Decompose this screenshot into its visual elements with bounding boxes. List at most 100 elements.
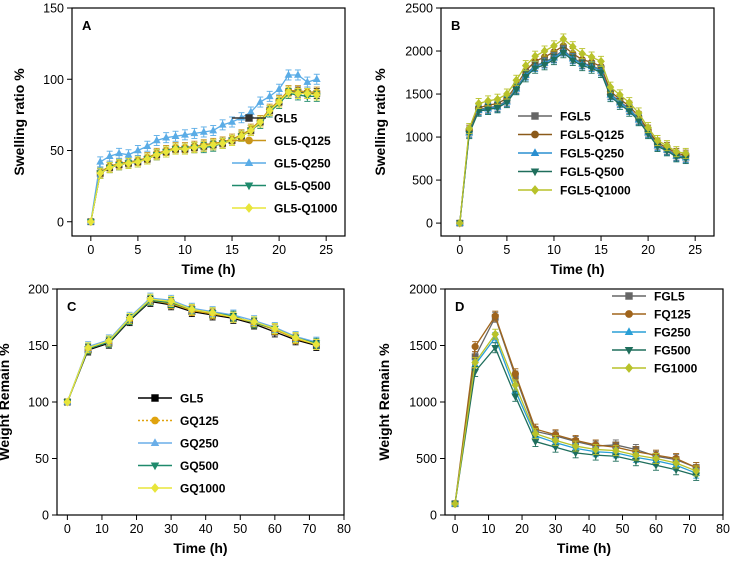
data-point [284, 87, 293, 97]
data-point [209, 126, 218, 134]
data-point [256, 117, 265, 127]
data-point [625, 108, 634, 116]
data-point [606, 82, 615, 92]
y-tick-label: 1500 [405, 88, 433, 102]
data-point [294, 89, 302, 98]
x-tick-label: 30 [164, 522, 178, 536]
data-point [511, 370, 519, 378]
data-point [162, 133, 171, 141]
y-tick-label: 200 [28, 283, 49, 297]
data-point [456, 218, 464, 228]
data-point [484, 106, 492, 114]
y-tick-label: 0 [57, 215, 64, 229]
data-point [451, 499, 459, 509]
legend-label: GQ500 [180, 459, 219, 473]
legend-label: FGL5 [654, 290, 685, 304]
series-fq125 [451, 310, 700, 508]
data-point [265, 106, 274, 116]
y-tick-label: 1500 [409, 339, 437, 353]
legend-marker [150, 438, 160, 447]
x-tick-label: 50 [616, 522, 630, 536]
data-point [143, 141, 152, 150]
data-point [531, 65, 540, 73]
legend-label: GL5-Q1000 [274, 202, 338, 216]
series-gl5-q1000 [87, 86, 321, 227]
data-point [503, 89, 511, 99]
data-point [271, 324, 279, 334]
plot-frame [71, 7, 346, 237]
panel-d: 0 10 20 30 40 50 60 70 80 0 500 1000 1500 2000 Time (h… [376, 283, 730, 557]
legend-marker [624, 327, 634, 336]
data-point [652, 454, 660, 463]
data-point [511, 393, 520, 401]
y-axis-label: Weight Remain % [0, 343, 12, 461]
data-point [162, 147, 170, 157]
plot-frame [440, 7, 715, 237]
y-tick-label: 1000 [409, 396, 437, 410]
y-tick-label: 0 [426, 217, 433, 231]
data-point [606, 93, 615, 101]
y-tick-label: 100 [28, 396, 49, 410]
data-point [587, 52, 596, 62]
data-point [171, 144, 180, 154]
legend-label: FGL5-Q250 [560, 147, 624, 161]
data-point [512, 75, 521, 85]
legend-marker [530, 185, 540, 195]
data-point [559, 49, 568, 58]
data-point [190, 129, 199, 137]
data-point [474, 99, 483, 108]
data-point [521, 61, 530, 71]
data-point [471, 357, 479, 367]
x-tick-label: 20 [130, 522, 144, 536]
legend-label: GL5 [274, 112, 298, 126]
data-point [275, 97, 283, 107]
data-point [125, 313, 134, 323]
legend-label: GL5 [180, 392, 204, 406]
data-point [218, 120, 227, 128]
legend-label: FG250 [654, 326, 691, 340]
legend-marker [151, 394, 159, 402]
series-gl5-q250 [86, 69, 321, 225]
data-point [96, 157, 105, 165]
data-point [597, 56, 605, 66]
x-tick-label: 70 [683, 522, 697, 536]
data-point [578, 49, 587, 59]
data-point [105, 163, 114, 173]
data-point [146, 294, 155, 304]
legend: FGL5 FQ125 FG250 FG500 FG1000 [612, 290, 698, 376]
x-tick-label: 30 [549, 522, 563, 536]
data-point [284, 70, 293, 78]
data-point [681, 148, 690, 158]
data-point [115, 149, 123, 157]
x-axis-label: Time (h) [181, 261, 235, 277]
legend-marker [531, 112, 539, 120]
y-axis-label: Weight Remain % [376, 343, 392, 461]
x-tick-label: 60 [268, 522, 282, 536]
data-point [597, 69, 605, 77]
data-point [312, 339, 321, 349]
data-point [250, 317, 258, 327]
series-fg1000 [451, 328, 701, 509]
data-point [616, 90, 624, 100]
legend: GL5 GQ125 GQ250 GQ500 GQ1000 [138, 392, 226, 496]
data-point [63, 397, 72, 407]
data-point [96, 168, 105, 178]
x-tick-label: 0 [456, 243, 463, 257]
x-tick-label: 60 [649, 522, 663, 536]
legend-label: FGL5 [560, 110, 591, 124]
x-axis-label: Time (h) [173, 540, 227, 556]
x-tick-label: 70 [302, 522, 316, 536]
data-point [291, 333, 300, 343]
data-point [692, 466, 701, 476]
data-point [312, 74, 321, 83]
data-point [550, 56, 558, 64]
data-point [591, 444, 600, 454]
data-point [465, 123, 474, 133]
legend-marker [150, 483, 160, 493]
data-point [312, 90, 321, 100]
legend-marker [150, 462, 160, 471]
y-tick-label: 1000 [405, 131, 433, 145]
data-point [491, 312, 499, 320]
data-point [229, 312, 238, 322]
legend-marker [625, 292, 633, 300]
